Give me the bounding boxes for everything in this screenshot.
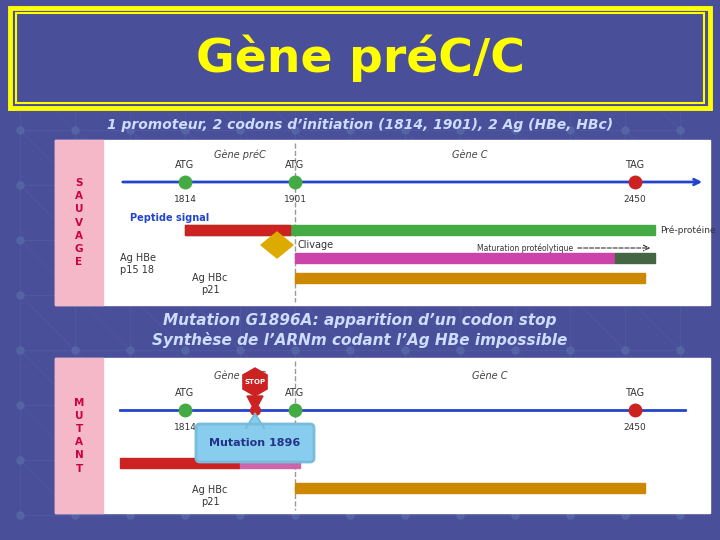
Text: Mutation 1896: Mutation 1896 <box>210 438 301 448</box>
Text: Synthèse de l’ARNm codant l’Ag HBe impossible: Synthèse de l’ARNm codant l’Ag HBe impos… <box>153 332 567 348</box>
Bar <box>16 13 704 103</box>
FancyBboxPatch shape <box>196 424 314 462</box>
Bar <box>185 225 655 235</box>
Text: Ag HBc: Ag HBc <box>192 485 228 495</box>
Bar <box>10 8 710 108</box>
Text: STOP: STOP <box>244 379 266 385</box>
Bar <box>55 358 103 513</box>
Text: 2450: 2450 <box>624 195 647 204</box>
Polygon shape <box>243 368 267 396</box>
Text: Peptide signal: Peptide signal <box>130 213 210 223</box>
Text: p21: p21 <box>201 285 220 295</box>
Text: Pré-protéine: Pré-protéine <box>660 225 716 235</box>
Bar <box>295 253 615 263</box>
Text: ATG: ATG <box>285 160 305 170</box>
Text: TAG: TAG <box>626 160 644 170</box>
Bar <box>10 8 710 108</box>
Text: Gène préC: Gène préC <box>214 371 266 381</box>
Bar <box>185 225 290 235</box>
Bar <box>55 140 103 305</box>
Text: Maturation protéolytique: Maturation protéolytique <box>477 243 573 253</box>
Text: 2450: 2450 <box>624 423 647 432</box>
Bar <box>55 358 710 513</box>
Text: Gène C: Gène C <box>452 150 487 160</box>
Text: M
U
T
A
N
T: M U T A N T <box>74 397 84 474</box>
Text: Ag HBe: Ag HBe <box>120 253 156 263</box>
Text: S
A
U
V
A
G
E: S A U V A G E <box>75 178 84 267</box>
Text: ATG: ATG <box>176 388 194 398</box>
Polygon shape <box>246 414 264 428</box>
Text: 1814: 1814 <box>174 423 197 432</box>
Text: 1901: 1901 <box>284 423 307 432</box>
Text: Ag HBc: Ag HBc <box>192 273 228 283</box>
Text: Gène préC/C: Gène préC/C <box>196 34 524 82</box>
Text: TAG: TAG <box>626 388 644 398</box>
Text: Gène préC: Gène préC <box>214 150 266 160</box>
Bar <box>120 458 240 468</box>
Text: ATG: ATG <box>176 160 194 170</box>
Text: p15 18: p15 18 <box>120 265 154 275</box>
Bar <box>295 273 645 283</box>
Text: p21: p21 <box>201 497 220 507</box>
Bar <box>615 253 655 263</box>
Bar <box>55 140 710 305</box>
Text: 1901: 1901 <box>284 195 307 204</box>
Polygon shape <box>247 396 263 411</box>
Text: Gène C: Gène C <box>472 371 508 381</box>
Text: Clivage: Clivage <box>298 240 334 250</box>
Text: Mutation G1896A: apparition d’un codon stop: Mutation G1896A: apparition d’un codon s… <box>163 313 557 327</box>
Bar <box>295 483 645 493</box>
Text: ATG: ATG <box>285 388 305 398</box>
Polygon shape <box>261 232 293 258</box>
Text: 1 promoteur, 2 codons d’initiation (1814, 1901), 2 Ag (HBe, HBc): 1 promoteur, 2 codons d’initiation (1814… <box>107 118 613 132</box>
Text: 1814: 1814 <box>174 195 197 204</box>
Bar <box>240 458 300 468</box>
